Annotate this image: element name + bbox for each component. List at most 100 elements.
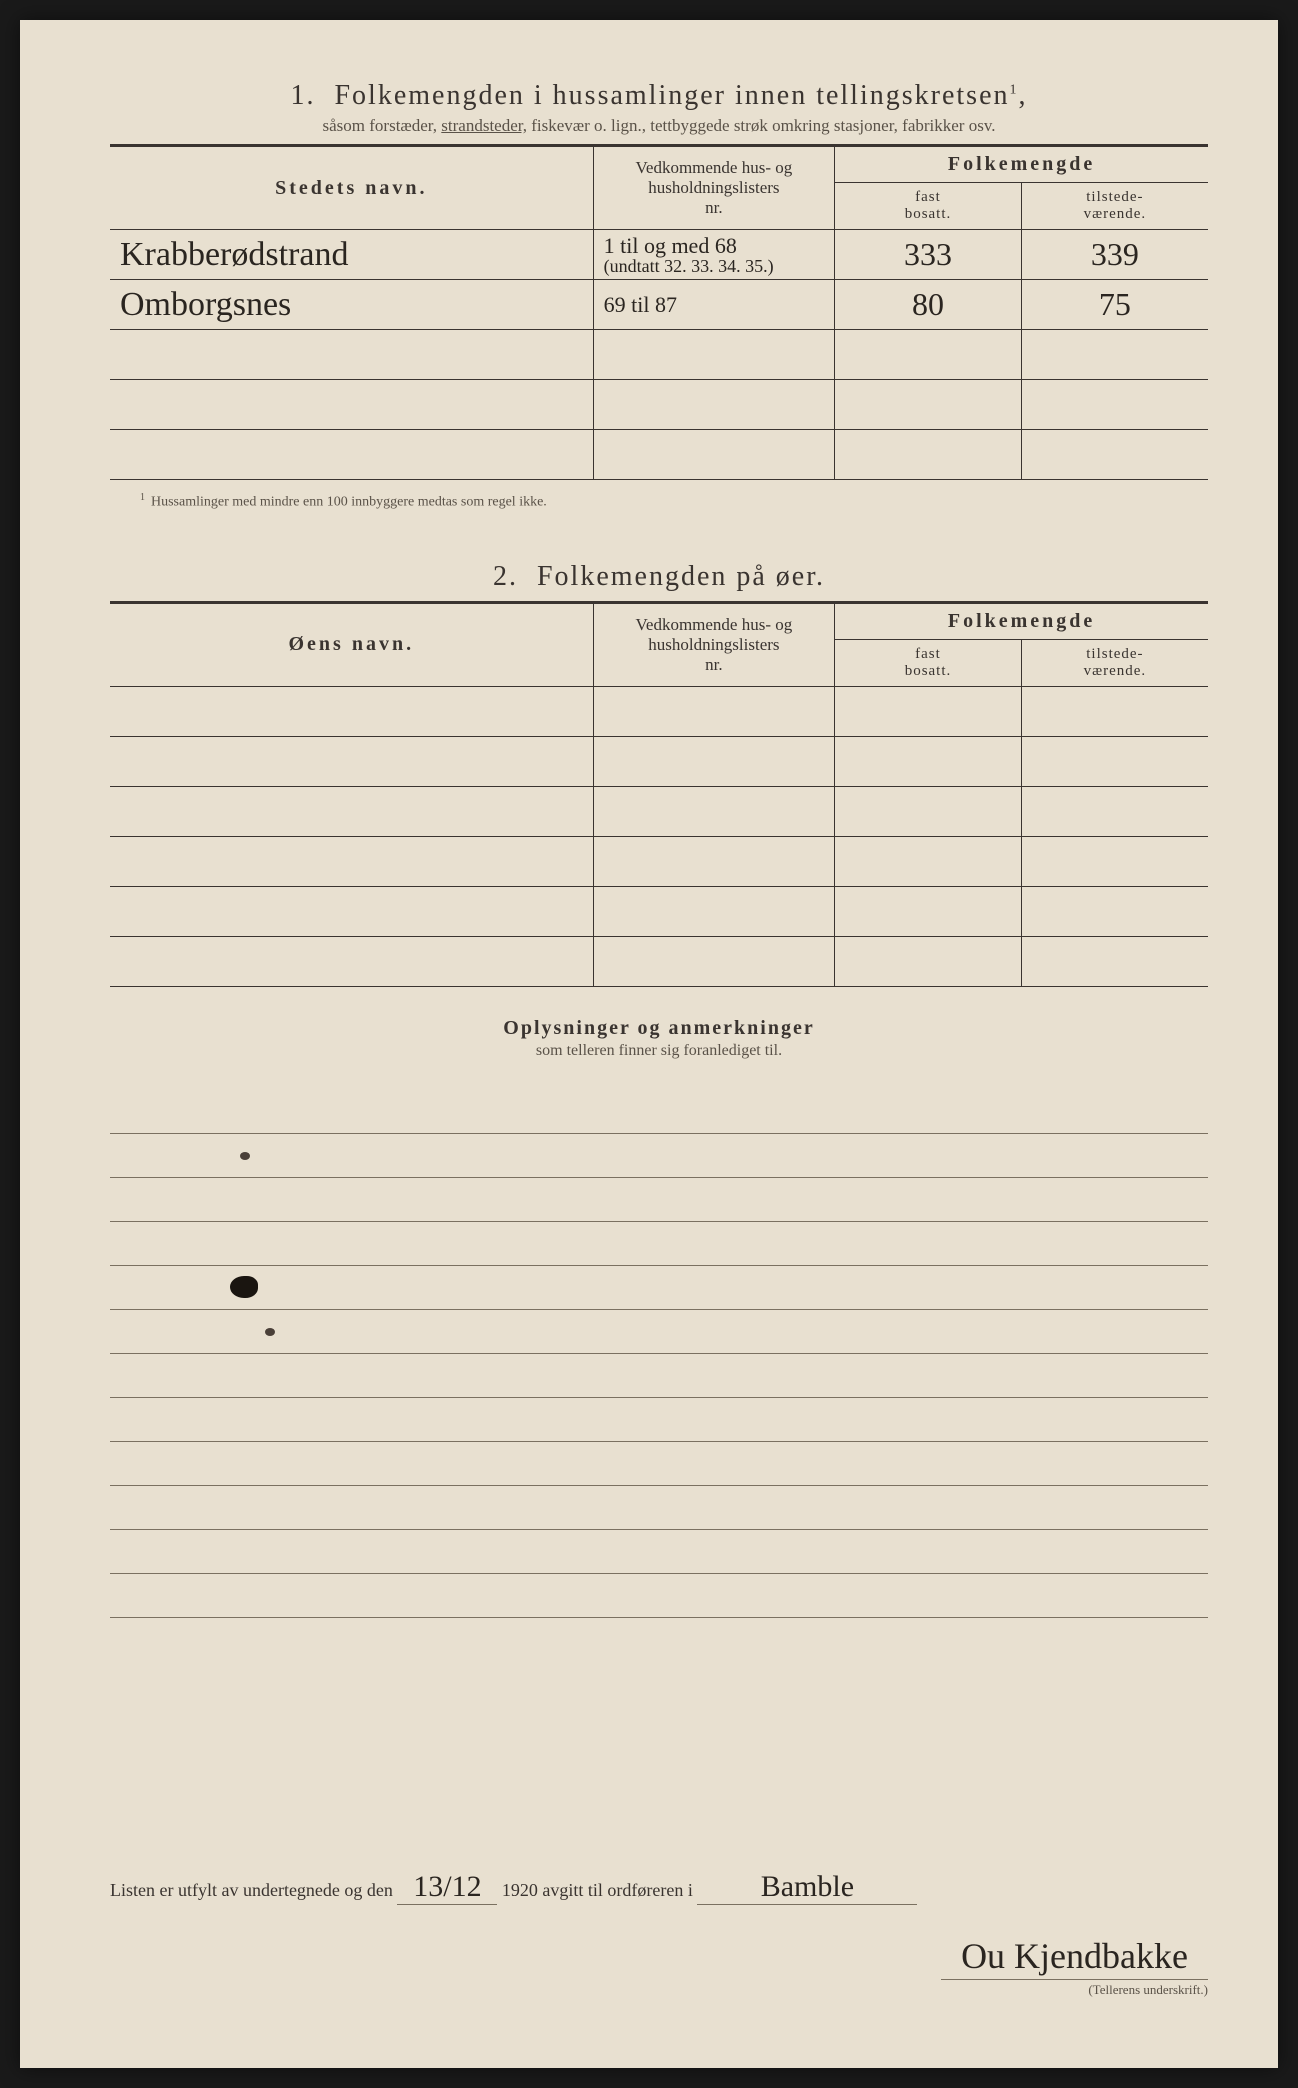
section1-th-fast-l2: bosatt.	[839, 206, 1017, 223]
cell-empty	[110, 886, 593, 936]
ruled-line	[110, 1134, 1208, 1178]
cell-empty	[593, 786, 835, 836]
footer-pre: Listen er utfylt av undertegnede og den	[110, 1880, 393, 1900]
cell-empty	[1021, 836, 1208, 886]
section1-th-nr-l2: husholdningslisters	[598, 178, 831, 198]
section2-th-fast: fast bosatt.	[835, 639, 1022, 686]
cell-empty	[835, 686, 1022, 736]
section2-title: 2. Folkemengden på øer.	[110, 561, 1208, 593]
cell-empty	[835, 886, 1022, 936]
cell-empty	[1021, 430, 1208, 480]
cell-empty	[110, 686, 593, 736]
ruled-line	[110, 1486, 1208, 1530]
section1-title-sup: 1	[1010, 83, 1019, 98]
cell-empty	[1021, 786, 1208, 836]
section1-th-til: tilstede- værende.	[1021, 183, 1208, 230]
table-row: Omborgsnes 69 til 87 80 75	[110, 280, 1208, 330]
ruled-line	[110, 1178, 1208, 1222]
cell-empty	[593, 886, 835, 936]
oplysninger-header: Oplysninger og anmerkninger som telleren…	[110, 1017, 1208, 1060]
section1-th-til-l2: værende.	[1026, 206, 1204, 223]
signature-label: (Tellerens underskrift.)	[110, 1982, 1208, 1998]
cell-empty	[1021, 686, 1208, 736]
section1-tbody: Krabberødstrand 1 til og med 68 (undtatt…	[110, 230, 1208, 480]
cell-empty	[835, 736, 1022, 786]
section2-title-text: Folkemengden på øer.	[537, 561, 825, 592]
section1-subtitle-post: fiskevær o. lign., tettbyggede strøk omk…	[527, 116, 995, 135]
cell-empty	[593, 936, 835, 986]
section2-th-til: tilstede- værende.	[1021, 639, 1208, 686]
row1-nr-l1: 69 til 87	[604, 294, 825, 316]
cell-empty	[593, 380, 835, 430]
section1-subtitle: såsom forstæder, strandsteder, fiskevær …	[110, 116, 1208, 136]
row0-nr-l2: (undtatt 32. 33. 34. 35.)	[604, 257, 825, 275]
smudge-mark	[240, 1152, 250, 1160]
cell-empty	[835, 430, 1022, 480]
ruled-line	[110, 1222, 1208, 1266]
section2-th-til-l2: værende.	[1026, 663, 1204, 680]
ruled-line	[110, 1442, 1208, 1486]
cell-empty	[835, 380, 1022, 430]
section2-th-folkemengde: Folkemengde	[835, 603, 1208, 639]
cell-empty	[1021, 936, 1208, 986]
section1-title: 1. Folkemengden i hussamlinger innen tel…	[110, 80, 1208, 112]
cell-empty	[593, 686, 835, 736]
row1-name: Omborgsnes	[120, 286, 291, 323]
section1-th-nr-l1: Vedkommende hus- og	[598, 158, 831, 178]
section1-th-nr: Vedkommende hus- og husholdningslisters …	[593, 147, 835, 230]
row1-fast: 80	[835, 280, 1022, 330]
section1-footnote: 1Hussamlinger med mindre enn 100 innbygg…	[140, 492, 1208, 511]
cell-empty	[593, 836, 835, 886]
section2-header: 2. Folkemengden på øer.	[110, 561, 1208, 593]
section2-th-nr: Vedkommende hus- og husholdningslisters …	[593, 603, 835, 686]
section2-th-name: Øens navn.	[110, 603, 593, 686]
footnote-sup: 1	[140, 492, 145, 503]
ruled-line	[110, 1266, 1208, 1310]
cell-name: Omborgsnes	[110, 280, 593, 330]
footer-mid: avgitt til ordføreren i	[542, 1880, 692, 1900]
row0-nr-l1: 1 til og med 68	[604, 235, 825, 257]
document-page: 1. Folkemengden i hussamlinger innen tel…	[20, 20, 1278, 2068]
cell-name: Krabberødstrand	[110, 230, 593, 280]
table-row	[110, 380, 1208, 430]
table-row	[110, 330, 1208, 380]
oplysninger-heading: Oplysninger og anmerkninger	[110, 1017, 1208, 1040]
cell-empty	[1021, 330, 1208, 380]
ruled-line	[110, 1310, 1208, 1354]
table-row	[110, 686, 1208, 736]
section1-table: Stedets navn. Vedkommende hus- og hushol…	[110, 146, 1208, 480]
row0-name: Krabberødstrand	[120, 236, 348, 273]
signature: Ou Kjendbakke	[941, 1935, 1208, 1980]
section1-th-name: Stedets navn.	[110, 147, 593, 230]
cell-empty	[110, 430, 593, 480]
section1-subtitle-pre: såsom forstæder,	[323, 116, 442, 135]
cell-empty	[593, 736, 835, 786]
cell-nr: 1 til og med 68 (undtatt 32. 33. 34. 35.…	[593, 230, 835, 280]
smudge-mark	[265, 1328, 275, 1336]
section2-th-nr-l3: nr.	[598, 655, 831, 675]
section2-table: Øens navn. Vedkommende hus- og husholdni…	[110, 603, 1208, 987]
ruled-lines	[110, 1090, 1208, 1618]
section1-th-fast-l1: fast	[839, 189, 1017, 206]
section1-th-til-l1: tilstede-	[1026, 189, 1204, 206]
cell-empty	[110, 836, 593, 886]
cell-empty	[1021, 886, 1208, 936]
table-row	[110, 430, 1208, 480]
section1-th-folkemengde: Folkemengde	[835, 147, 1208, 183]
inkblot-mark	[230, 1276, 258, 1298]
section1-th-nr-l3: nr.	[598, 198, 831, 218]
footer-year: 1920	[502, 1880, 538, 1900]
ruled-line	[110, 1090, 1208, 1134]
cell-empty	[593, 430, 835, 480]
section1-header: 1. Folkemengden i hussamlinger innen tel…	[110, 80, 1208, 136]
table-row: Krabberødstrand 1 til og med 68 (undtatt…	[110, 230, 1208, 280]
footer-line: Listen er utfylt av undertegnede og den …	[110, 1870, 1208, 1905]
cell-empty	[1021, 380, 1208, 430]
footer: Listen er utfylt av undertegnede og den …	[110, 1870, 1208, 1998]
section1-subtitle-underlined: strandsteder,	[441, 116, 527, 135]
table-row	[110, 736, 1208, 786]
section2-th-til-l1: tilstede-	[1026, 646, 1204, 663]
section2-th-nr-l2: husholdningslisters	[598, 635, 831, 655]
cell-empty	[835, 836, 1022, 886]
cell-empty	[110, 330, 593, 380]
